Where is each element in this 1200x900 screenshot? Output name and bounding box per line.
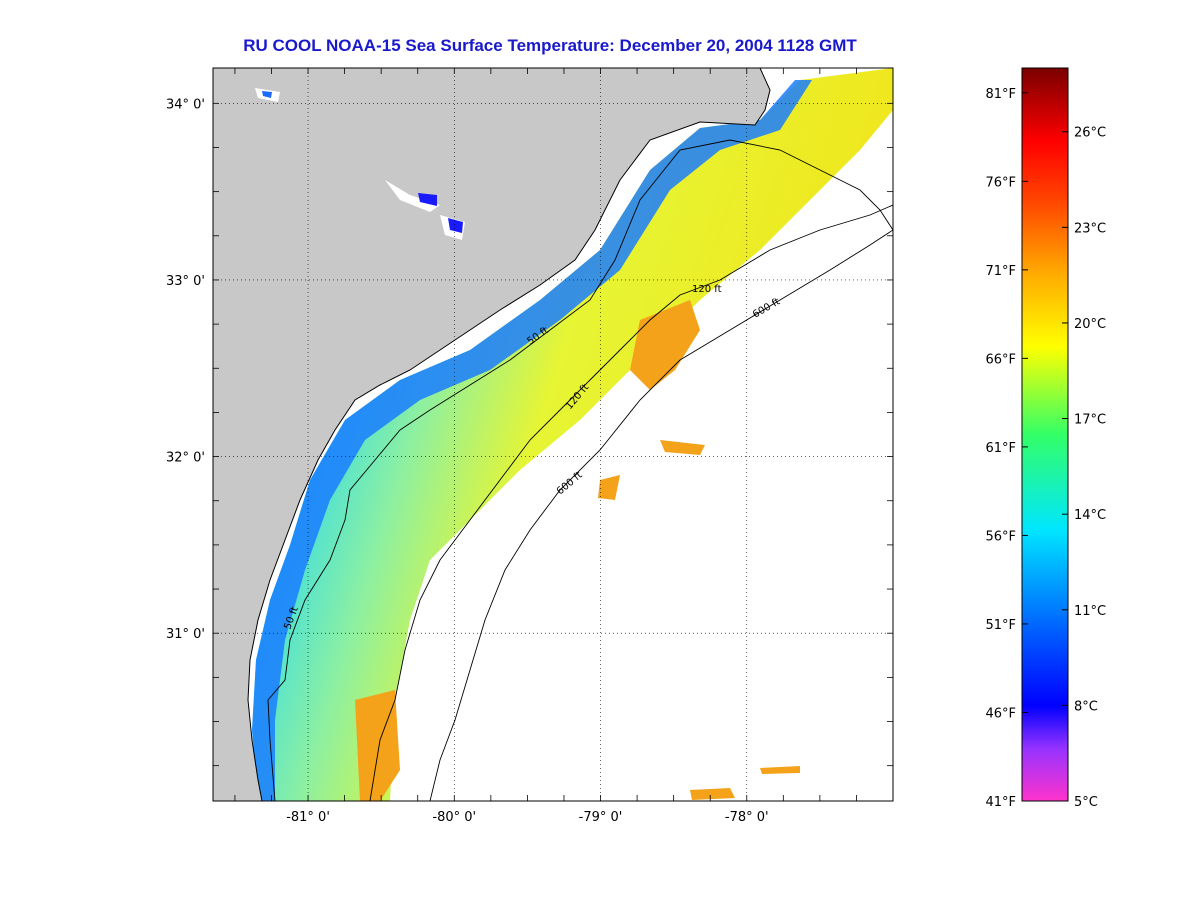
colorbar-label-c: 26°C bbox=[1074, 126, 1106, 141]
colorbar-label-c: 20°C bbox=[1074, 317, 1106, 332]
inland-lake bbox=[418, 193, 437, 206]
colorbar-label-f: 71°F bbox=[985, 264, 1016, 279]
colorbar-label-f: 66°F bbox=[985, 352, 1016, 367]
colorbar-label-c: 14°C bbox=[1074, 508, 1106, 523]
colorbar bbox=[1021, 67, 1069, 802]
inland-lake bbox=[448, 218, 463, 233]
isobath-label-120: 120 ft bbox=[692, 284, 722, 295]
sst-nearshore bbox=[252, 80, 812, 801]
colorbar-label-f: 76°F bbox=[985, 175, 1016, 190]
lon-tick-label: -80° 0' bbox=[432, 810, 476, 825]
colorbar-label-c: 11°C bbox=[1074, 604, 1106, 619]
inland-lake bbox=[385, 180, 440, 212]
sst-warm-patches bbox=[355, 300, 800, 801]
lat-tick-label: 33° 0' bbox=[166, 274, 205, 289]
lat-tick-label: 32° 0' bbox=[166, 451, 205, 466]
colorbar-label-f: 46°F bbox=[985, 706, 1016, 721]
land-mass bbox=[213, 68, 770, 801]
lon-tick-label: -78° 0' bbox=[725, 810, 769, 825]
colorbar-label-f: 41°F bbox=[985, 795, 1016, 810]
colorbar-label-c: 17°C bbox=[1074, 413, 1106, 428]
isobath-600ft bbox=[429, 229, 893, 801]
lat-tick-label: 34° 0' bbox=[166, 97, 205, 112]
colorbar-label-c: 5°C bbox=[1074, 795, 1098, 810]
colorbar-label-f: 56°F bbox=[985, 529, 1016, 544]
colorbar-label-c: 23°C bbox=[1074, 221, 1106, 236]
colorbar-label-f: 81°F bbox=[985, 87, 1016, 102]
lon-tick-label: -79° 0' bbox=[579, 810, 623, 825]
lon-tick-label: -81° 0' bbox=[286, 810, 330, 825]
lat-tick-label: 31° 0' bbox=[166, 627, 205, 642]
colorbar-label-c: 8°C bbox=[1074, 699, 1098, 714]
sst-band bbox=[252, 68, 893, 801]
isobath-120ft bbox=[369, 204, 893, 801]
colorbar-ticks bbox=[1022, 92, 1068, 802]
axis-ticks bbox=[213, 68, 894, 801]
map-frame bbox=[212, 67, 894, 802]
map-title: RU COOL NOAA-15 Sea Surface Temperature:… bbox=[243, 36, 857, 55]
isobath-50ft bbox=[267, 139, 893, 801]
colorbar-label-f: 61°F bbox=[985, 441, 1016, 456]
graticule bbox=[213, 68, 893, 801]
axis-tick-labels: -81° 0' -80° 0' -79° 0' -78° 0' 34° 0' 33° 0'… bbox=[166, 97, 769, 825]
colorbar-label-f: 51°F bbox=[985, 618, 1016, 633]
colorbar-labels: 81°F 76°F 71°F 66°F 61°F 56°F 51°F 46°F 41°F 26°C… bbox=[985, 87, 1106, 810]
coastline bbox=[247, 68, 771, 801]
inland-lake bbox=[262, 91, 272, 98]
